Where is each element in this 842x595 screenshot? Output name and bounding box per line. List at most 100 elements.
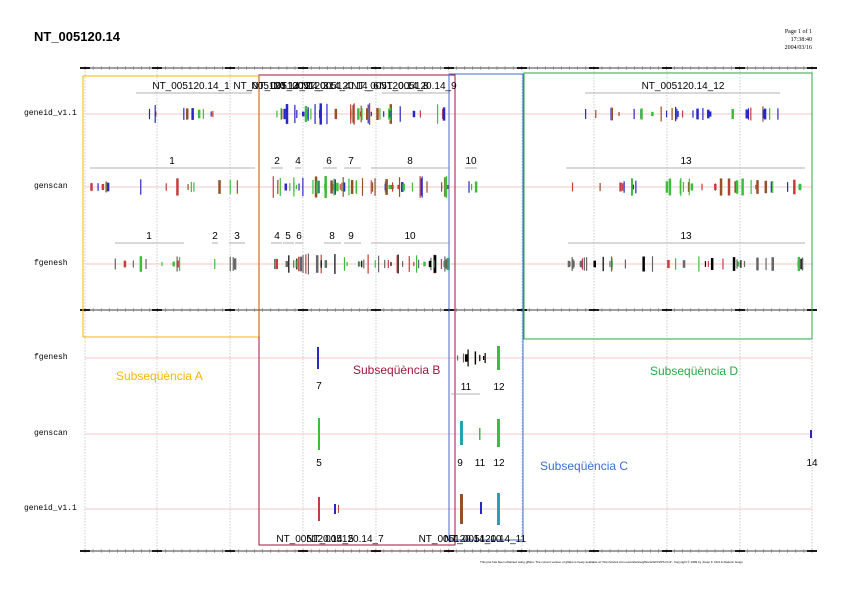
exon-feature: [692, 110, 694, 118]
exon-feature: [413, 261, 415, 267]
exon-feature: [232, 257, 234, 271]
exon-feature: [319, 103, 322, 125]
exon-feature: [609, 260, 611, 268]
exon-feature: [310, 108, 312, 120]
exon-feature: [371, 182, 374, 192]
exon-feature: [682, 260, 686, 268]
exon-feature: [317, 347, 319, 369]
exon-feature: [714, 184, 717, 190]
exon-feature: [302, 111, 305, 117]
exon-feature: [411, 182, 414, 192]
exon-feature: [611, 107, 614, 121]
exon-feature: [599, 182, 601, 192]
exon-feature: [294, 104, 296, 124]
exon-feature: [363, 259, 365, 269]
exon-feature: [631, 178, 634, 196]
exon-feature: [302, 177, 304, 197]
exon-feature: [336, 182, 339, 192]
exon-feature: [442, 107, 446, 121]
exon-feature: [731, 109, 734, 119]
exon-feature: [671, 107, 673, 121]
gene-label: NT_005120.14_9: [379, 81, 457, 92]
copyright-footer: This plot has been obtained using gff2ps…: [480, 560, 743, 564]
exon-feature: [743, 260, 746, 268]
exon-feature: [446, 184, 449, 190]
exon-feature: [585, 109, 587, 119]
exon-feature: [624, 259, 627, 269]
exon-feature: [374, 178, 376, 196]
exon-feature: [674, 258, 677, 270]
exon-feature: [610, 256, 613, 272]
exon-feature: [619, 182, 622, 192]
gene-label: 5: [285, 231, 291, 242]
exon-feature: [660, 106, 662, 122]
gene-label: 13: [680, 231, 692, 242]
exon-feature: [595, 109, 597, 119]
exon-feature: [341, 182, 343, 192]
sequence-title: NT_005120.14: [34, 29, 121, 44]
exon-feature: [384, 259, 386, 269]
exon-feature: [798, 183, 802, 191]
exon-feature: [732, 257, 736, 271]
exon-feature: [339, 184, 341, 190]
track-label-fgenesh-lower: fgenesh: [34, 353, 68, 362]
exon-feature: [436, 104, 439, 124]
exon-feature: [468, 181, 470, 193]
exon-feature: [462, 353, 465, 363]
exon-feature: [346, 261, 348, 267]
gene-label: NT_005120.14_7: [306, 534, 384, 545]
exon-feature: [384, 183, 386, 191]
exon-feature: [307, 107, 309, 121]
exon-feature: [385, 179, 388, 195]
exon-feature: [370, 111, 372, 117]
exon-feature: [343, 257, 346, 271]
exon-feature: [338, 505, 339, 513]
exon-feature: [383, 111, 385, 117]
gene-label: 7: [348, 156, 354, 167]
exon-feature: [571, 257, 573, 271]
exon-feature: [106, 182, 110, 192]
exon-feature: [374, 260, 376, 268]
gene-label: 12: [493, 382, 505, 393]
exon-feature: [441, 184, 443, 190]
exon-feature: [280, 108, 282, 120]
exon-feature: [651, 256, 654, 272]
exon-feature: [272, 176, 274, 198]
subsequence-frames: [82, 72, 813, 546]
exon-feature: [178, 257, 181, 271]
gene-label: 10: [465, 156, 477, 167]
exon-feature: [334, 108, 338, 120]
exon-feature: [361, 260, 363, 268]
exon-feature: [333, 178, 335, 196]
exon-feature: [123, 260, 127, 268]
exon-feature: [284, 183, 288, 191]
exon-feature: [771, 257, 774, 271]
exon-feature: [176, 178, 179, 196]
exon-feature: [315, 255, 319, 273]
exon-feature: [101, 183, 105, 191]
exon-feature: [750, 179, 752, 195]
exon-feature: [361, 108, 363, 120]
exon-feature: [667, 259, 670, 269]
exon-feature: [293, 182, 295, 192]
gene-label: 13: [680, 156, 692, 167]
exon-feature: [571, 182, 574, 192]
exon-feature: [202, 109, 204, 119]
gene-label: 10: [404, 231, 416, 242]
subsequence-c-frame: [448, 73, 524, 541]
exon-feature: [736, 259, 738, 269]
subsequence-a-label: Subseqüència A: [116, 369, 203, 383]
gene-label: NT_005120.14_12: [642, 81, 725, 92]
exon-feature: [630, 178, 633, 196]
exon-feature: [479, 354, 481, 362]
exon-feature: [772, 181, 774, 193]
exon-feature: [701, 183, 703, 191]
exon-feature: [787, 182, 789, 192]
exon-feature: [97, 183, 99, 191]
exon-feature: [402, 183, 405, 191]
exon-feature: [358, 261, 360, 267]
exon-feature: [416, 255, 418, 273]
exon-feature: [140, 179, 142, 195]
exon-feature: [602, 256, 604, 272]
exon-feature: [741, 178, 744, 196]
